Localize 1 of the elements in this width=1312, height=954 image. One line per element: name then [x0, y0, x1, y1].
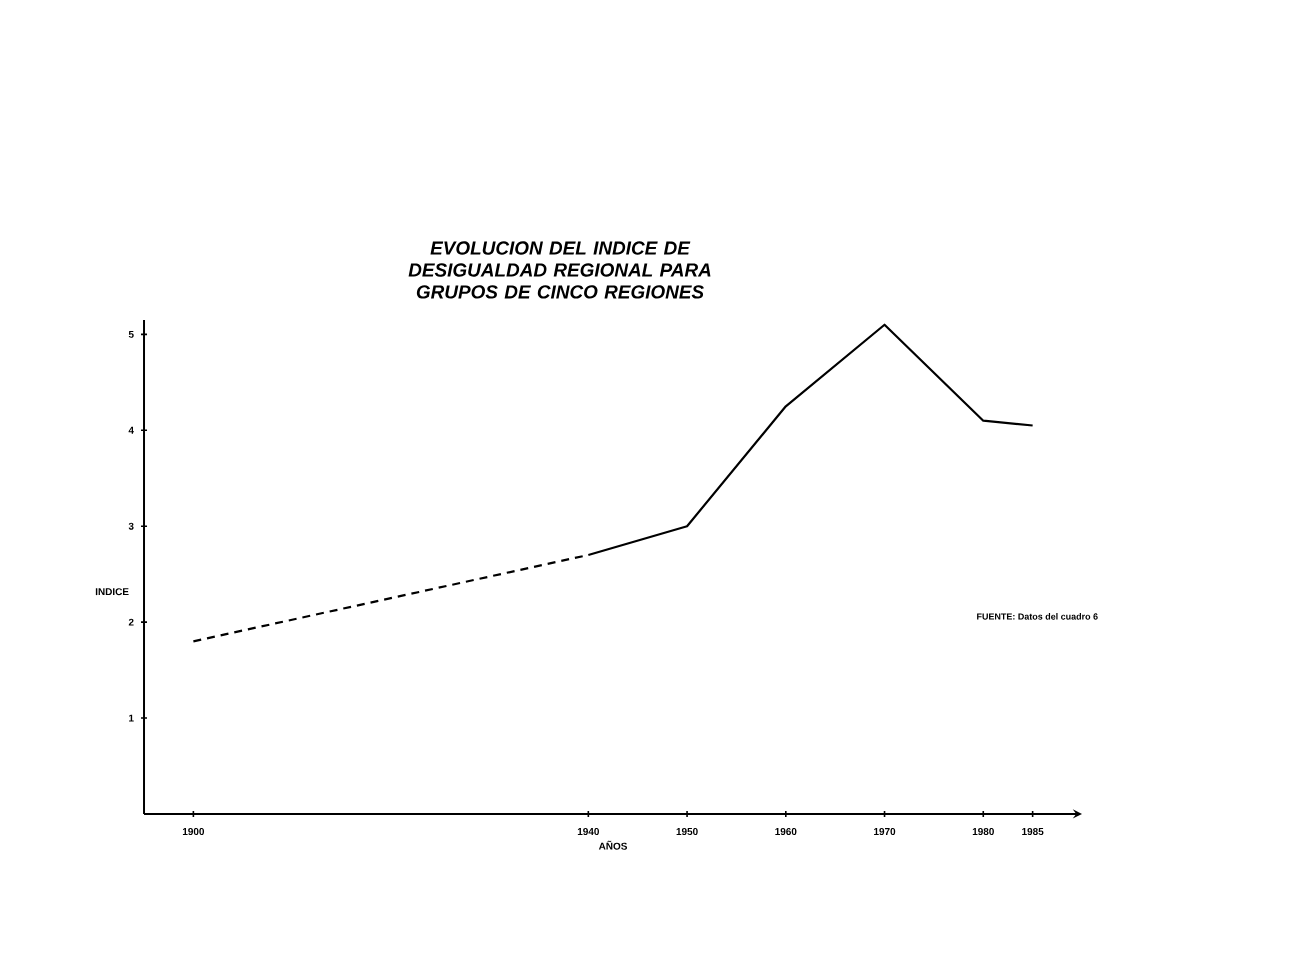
- chart-title: EVOLUCION DEL INDICE DE DESIGUALDAD REGIONAL PARA GRUPOS DE CINCO REGIONES: [408, 241, 711, 299]
